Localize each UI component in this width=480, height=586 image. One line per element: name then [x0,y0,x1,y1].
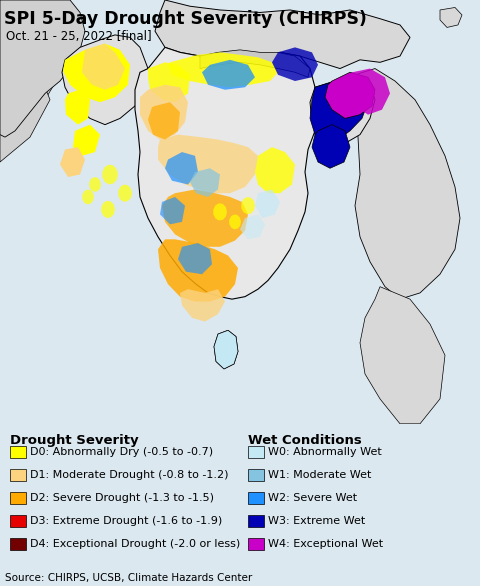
Text: Oct. 21 - 25, 2022 [final]: Oct. 21 - 25, 2022 [final] [6,30,152,43]
Polygon shape [160,197,185,224]
Polygon shape [165,152,198,185]
Polygon shape [168,52,278,87]
Text: D1: Moderate Drought (-0.8 to -1.2): D1: Moderate Drought (-0.8 to -1.2) [30,470,228,480]
Text: SPI 5-Day Drought Severity (CHIRPS): SPI 5-Day Drought Severity (CHIRPS) [4,10,367,28]
Text: W4: Exceptional Wet: W4: Exceptional Wet [268,539,383,549]
Text: Wet Conditions: Wet Conditions [248,434,362,447]
Polygon shape [118,185,132,202]
Polygon shape [360,287,445,424]
Polygon shape [229,214,241,229]
Polygon shape [0,62,50,162]
Polygon shape [0,0,60,149]
Polygon shape [310,75,368,144]
Bar [248,492,264,504]
Text: D4: Exceptional Drought (-2.0 or less): D4: Exceptional Drought (-2.0 or less) [30,539,240,549]
Polygon shape [73,125,100,156]
Polygon shape [178,243,212,274]
Polygon shape [272,47,318,81]
Polygon shape [355,69,460,299]
Polygon shape [200,50,310,77]
Polygon shape [148,62,190,102]
Text: W1: Moderate Wet: W1: Moderate Wet [268,470,372,480]
Bar [248,446,264,458]
Text: W0: Abnormally Wet: W0: Abnormally Wet [268,447,382,457]
Polygon shape [213,203,227,220]
Polygon shape [65,90,90,125]
Polygon shape [158,135,258,193]
Bar [10,515,26,527]
Polygon shape [440,8,462,28]
Polygon shape [214,331,238,369]
Polygon shape [155,0,410,69]
Polygon shape [241,197,255,214]
Text: W2: Severe Wet: W2: Severe Wet [268,493,357,503]
Bar [248,539,264,550]
Polygon shape [255,189,280,218]
Text: Source: CHIRPS, UCSB, Climate Hazards Center: Source: CHIRPS, UCSB, Climate Hazards Ce… [5,573,252,583]
Bar [10,446,26,458]
Polygon shape [202,60,255,90]
Polygon shape [60,147,85,177]
Polygon shape [180,289,225,322]
Bar [10,469,26,481]
Polygon shape [255,147,295,193]
Polygon shape [190,168,220,197]
Polygon shape [214,331,238,369]
Text: Drought Severity: Drought Severity [10,434,139,447]
Polygon shape [101,201,115,218]
Polygon shape [162,189,248,247]
Polygon shape [348,69,390,115]
Text: D2: Severe Drought (-1.3 to -1.5): D2: Severe Drought (-1.3 to -1.5) [30,493,214,503]
Polygon shape [135,47,318,299]
Text: D3: Extreme Drought (-1.6 to -1.9): D3: Extreme Drought (-1.6 to -1.9) [30,516,222,526]
Polygon shape [148,102,180,139]
Polygon shape [158,239,238,302]
Bar [248,515,264,527]
Polygon shape [63,43,130,102]
Text: W3: Extreme Wet: W3: Extreme Wet [268,516,365,526]
Bar [248,469,264,481]
Polygon shape [82,189,94,205]
Polygon shape [89,177,101,192]
Bar [10,539,26,550]
Bar [10,492,26,504]
Polygon shape [0,0,85,137]
Polygon shape [312,125,350,168]
Polygon shape [310,75,375,147]
Polygon shape [62,35,148,125]
Polygon shape [240,214,265,239]
Polygon shape [102,165,118,185]
Polygon shape [82,43,125,90]
Text: D0: Abnormally Dry (-0.5 to -0.7): D0: Abnormally Dry (-0.5 to -0.7) [30,447,213,457]
Polygon shape [140,85,188,139]
Polygon shape [325,72,375,118]
